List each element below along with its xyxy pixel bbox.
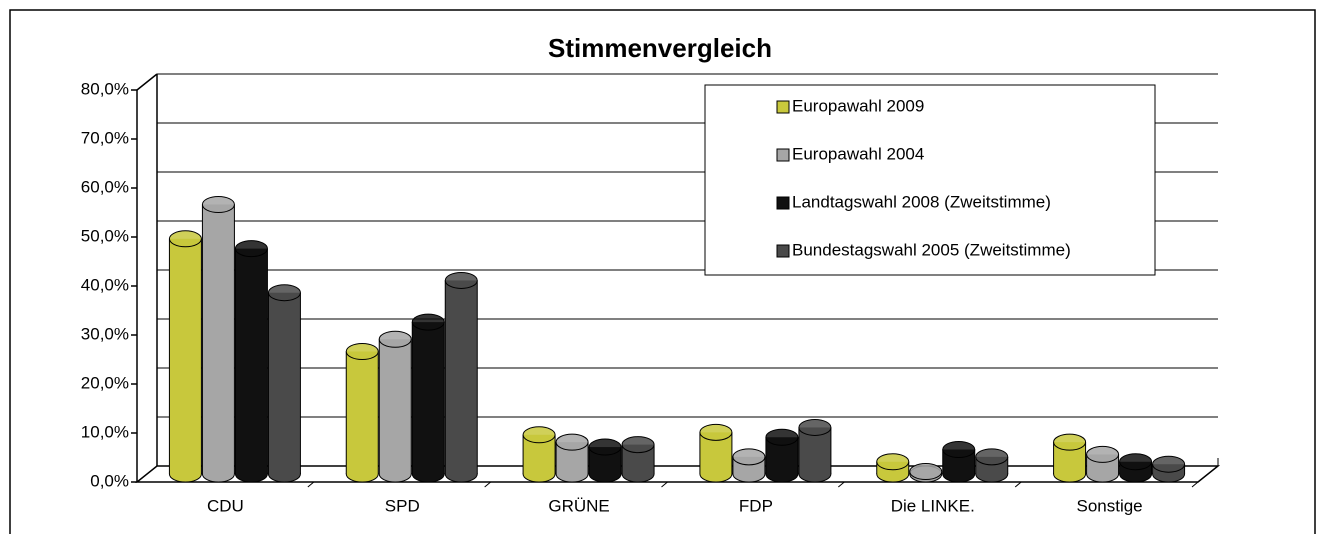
y-tick-label: 50,0% (81, 226, 129, 245)
axis-top-edge (136, 73, 158, 91)
y-tick-label: 20,0% (81, 373, 129, 392)
x-tick (838, 481, 845, 488)
y-tick-label: 60,0% (81, 177, 129, 196)
bar-top (555, 433, 589, 451)
bar-body (268, 292, 301, 474)
x-tick-label: FDP (739, 496, 773, 515)
bar (942, 441, 976, 483)
legend-label: Europawahl 2004 (792, 144, 924, 163)
bar (378, 330, 412, 483)
bar-body (346, 351, 379, 474)
bar-top (345, 343, 379, 360)
x-tick-label: CDU (207, 496, 244, 515)
y-tick-label: 10,0% (81, 422, 129, 441)
bar-body (235, 248, 268, 474)
x-tick-label: Sonstige (1076, 496, 1142, 515)
bar (234, 240, 268, 483)
bar-body (379, 339, 412, 474)
bar-top (267, 284, 301, 302)
bar-top (168, 230, 202, 248)
bar (621, 436, 655, 483)
x-tick (307, 481, 315, 488)
bar (1152, 455, 1186, 483)
bar-body (412, 322, 445, 474)
bar-top (798, 418, 832, 436)
bar (444, 271, 478, 483)
bar (909, 463, 943, 483)
bar-top (1119, 453, 1153, 471)
bar (267, 284, 301, 483)
bar (345, 343, 379, 483)
legend-swatch (776, 148, 790, 162)
bar-top (732, 448, 766, 466)
legend-swatch (776, 244, 790, 258)
bar (1086, 445, 1120, 483)
bar (588, 438, 622, 483)
bar (699, 423, 733, 483)
legend-swatch (776, 196, 790, 210)
bar-top (975, 448, 1009, 466)
bar (168, 230, 202, 483)
bar (1053, 433, 1087, 483)
bar (975, 448, 1009, 483)
bar-top (444, 271, 478, 289)
x-tick (661, 481, 668, 488)
bar-body (445, 280, 478, 474)
y-tick-label: 70,0% (81, 128, 129, 147)
legend: Europawahl 2009 Europawahl 2004 Landtagswa… (704, 84, 1156, 276)
y-tick-label: 80,0% (81, 79, 129, 98)
y-tick-label: 30,0% (81, 324, 129, 343)
bar (201, 196, 235, 483)
bar (732, 448, 766, 483)
bar-top (942, 441, 976, 458)
x-tick (1191, 481, 1199, 488)
bar-top (699, 423, 733, 441)
bar-top (201, 196, 235, 213)
legend-label: Bundestagswahl 2005 (Zweitstimme) (792, 240, 1071, 259)
bar-top (411, 313, 445, 331)
bar-top (378, 330, 412, 348)
legend-swatch (776, 100, 790, 114)
bar-top (588, 438, 622, 456)
bar-top (1053, 433, 1087, 451)
x-tick-label: Die LINKE. (891, 496, 975, 515)
x-tick-label: GRÜNE (548, 496, 609, 515)
y-tick-label: 0,0% (90, 471, 129, 490)
bar (798, 418, 832, 483)
bar-top (522, 426, 556, 444)
bar (1119, 453, 1153, 483)
bar-body (169, 238, 202, 474)
chart-title: Stimmenvergleich (548, 33, 772, 63)
bar (411, 313, 445, 483)
bar-top (1152, 455, 1186, 473)
bar-top (621, 436, 655, 454)
bar (555, 433, 589, 483)
bar (876, 453, 910, 483)
bar-body (202, 204, 235, 474)
bar (522, 426, 556, 483)
legend-box (704, 84, 1156, 276)
x-tick-label: SPD (385, 496, 420, 515)
legend-label: Europawahl 2009 (792, 96, 924, 115)
bar-top (765, 428, 799, 446)
bar (765, 428, 799, 483)
x-tick (484, 481, 491, 488)
x-tick (1014, 481, 1022, 488)
y-tick-label: 40,0% (81, 275, 129, 294)
bar-top (909, 463, 943, 481)
bar-top (1086, 445, 1120, 463)
legend-label: Landtagswahl 2008 (Zweitstimme) (792, 192, 1051, 211)
bar-top (234, 240, 268, 258)
bar-top (876, 453, 910, 471)
